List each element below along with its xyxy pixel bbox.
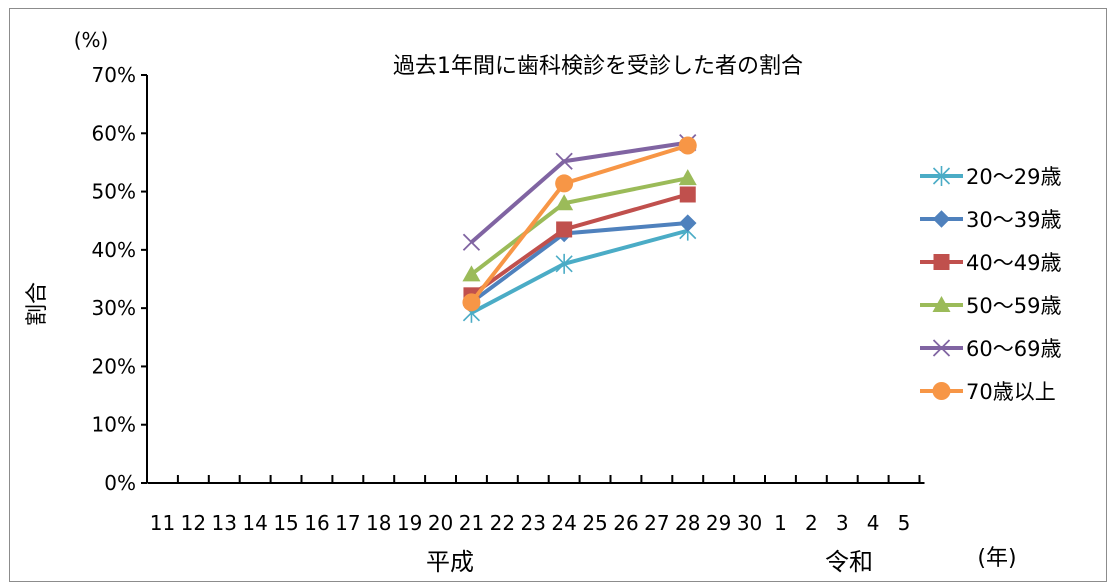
era-label-reiwa: 令和 [825, 548, 873, 576]
x-tick-label: 30 [737, 511, 762, 535]
legend-marker-asterisk [932, 166, 951, 186]
x-unit-label: (年) [977, 546, 1016, 571]
legend-item: 40～49歳 [920, 251, 1061, 275]
x-tick-label: 23 [521, 511, 546, 535]
x-tick-label: 22 [490, 511, 515, 535]
x-tick-label: 5 [898, 511, 911, 535]
x-tick-label: 13 [212, 511, 237, 535]
x-tick-label: 16 [304, 511, 329, 535]
y-tick-label: 20% [92, 354, 136, 378]
x-tick-label: 21 [459, 511, 484, 535]
legend-label: 50～59歳 [966, 294, 1061, 318]
series-6 [462, 136, 697, 312]
data-point-x [462, 233, 481, 251]
data-point-circle [555, 174, 574, 193]
x-tick-label: 20 [428, 511, 453, 535]
axes-layer: 0%10%20%30%40%50%60%70%11 12 13 14 15 16 17 18 1… [92, 63, 925, 535]
x-tick-label: 15 [273, 511, 298, 535]
data-point-triangle [678, 169, 697, 186]
chart-title: 過去1年間に歯科検診を受診した者の割合 [393, 54, 803, 79]
x-tick-label: 2 [805, 511, 818, 535]
legend-item: 70歳以上 [920, 380, 1056, 404]
y-tick-label: 50% [92, 180, 136, 204]
x-tick-label: 17 [335, 511, 360, 535]
legend-label: 40～49歳 [966, 251, 1061, 275]
y-tick-label: 70% [92, 63, 136, 87]
legend-marker-circle [932, 382, 951, 400]
x-tick-label: 25 [582, 511, 607, 535]
x-tick-label: 28 [675, 511, 700, 535]
legend-item: 60～69歳 [920, 337, 1061, 361]
legend-item: 30～39歳 [920, 208, 1061, 232]
data-point-triangle [555, 194, 574, 211]
x-tick-label: 14 [242, 511, 267, 535]
chart-frame [9, 8, 1107, 582]
series-4 [462, 169, 697, 282]
x-tick-label: 29 [706, 511, 731, 535]
x-tick-label: 19 [397, 511, 422, 535]
data-point-square [679, 186, 696, 203]
x-tick-label: 26 [613, 511, 638, 535]
x-tick-label: 3 [836, 511, 849, 535]
legend-marker-triangle [932, 296, 951, 312]
y-tick-label: 40% [92, 238, 136, 262]
x-tick-label: 18 [366, 511, 391, 535]
legend-label: 30～39歳 [966, 208, 1061, 232]
legend-label: 60～69歳 [966, 337, 1061, 361]
y-axis-title: 割合 [25, 282, 50, 326]
data-point-square [556, 221, 573, 238]
y-unit-label: (%) [74, 28, 109, 52]
era-label-heisei: 平成 [426, 548, 474, 576]
y-tick-label: 60% [92, 121, 136, 145]
series-2 [462, 214, 697, 312]
data-point-circle [462, 293, 481, 312]
series-1 [462, 220, 697, 323]
legend-marker-diamond [932, 210, 951, 228]
legend-item: 50～59歳 [920, 294, 1061, 318]
x-tick-label: 4 [867, 511, 880, 535]
legend-label: 20～29歳 [966, 165, 1061, 189]
y-tick-label: 0% [104, 471, 136, 495]
legend-label: 70歳以上 [966, 380, 1056, 404]
x-tick-label: 11 [150, 511, 175, 535]
data-point-triangle [462, 265, 481, 282]
series-layer [462, 133, 697, 323]
x-tick-label: 24 [551, 511, 576, 535]
x-tick-label: 12 [181, 511, 206, 535]
y-tick-label: 30% [92, 296, 136, 320]
data-point-diamond [679, 214, 697, 232]
legend: 20～29歳 30～39歳 40～49歳 50～59歳 60～69歳 70歳以上 [920, 165, 1061, 404]
series-3 [463, 186, 696, 304]
x-tick-label: 1 [774, 511, 787, 535]
legend-marker-x [932, 339, 951, 357]
legend-item: 20～29歳 [920, 165, 1061, 189]
y-tick-label: 10% [92, 413, 136, 437]
x-tick-label: 27 [644, 511, 669, 535]
data-point-x [555, 152, 573, 170]
legend-marker-square [933, 254, 950, 270]
data-point-circle [678, 136, 697, 155]
data-point-asterisk [555, 253, 573, 274]
